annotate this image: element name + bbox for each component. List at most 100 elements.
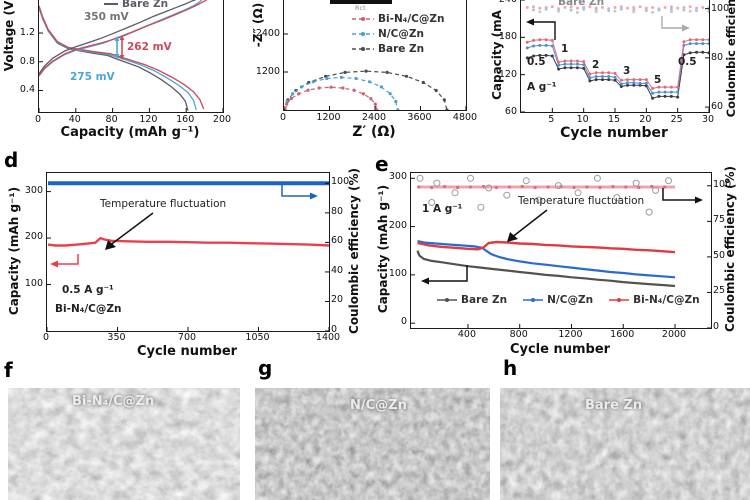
marker-nc-zn-rate [651,91,655,95]
marker-bi-n4-c-zn-nyquist [341,86,345,90]
tick-label: 1400 [315,332,341,343]
marker-ce-dots-blue [607,9,611,13]
marker-bi-n4-c-zn-rate [682,40,686,44]
marker-ce-dots-blue [695,9,698,13]
tick-label: 160 [176,114,195,125]
a-legend-bare-zn: Bare Zn [104,0,168,10]
marker-ce-dots-pink [638,5,642,9]
marker-ce-dots [494,185,498,190]
marker-nc-zn-rate [701,42,705,46]
series-bare-zn-rate [527,51,709,99]
tick-label: 25 [670,114,683,125]
marker-bare-zn-rate [676,95,680,99]
marker-ce-open-circles [428,199,436,206]
d-annotation-text: Temperature fluctuation [100,198,227,210]
tick-label: 120 [498,68,517,80]
tick-label: 180 [498,31,517,43]
marker-ce-dots-gray [688,9,692,13]
tick-label: 0 [34,114,42,125]
tick-label: 800 [509,329,528,340]
d-left-axis-label: Capacity (mAh g⁻¹) [7,186,21,316]
sem-image-nc-zn [255,388,490,500]
bi-n4-marker [352,17,374,21]
e-x-axis-label: Cycle number [509,342,611,357]
tick-label: 1200 [316,112,341,123]
tick-label: 50 [713,249,726,261]
marker-nc-zn-rate [676,90,680,94]
marker-ce-dots-pink [525,6,529,9]
marker-ce-open-circles [593,174,601,182]
gcd-voltage-capacity-chart [38,0,224,113]
marker-bi-n4-c-zn-rate [688,38,692,42]
marker-bare-zn-rate [563,66,567,70]
rate-label-0: 0.5 [527,56,546,68]
marker-bi-n4-c-zn-rate [638,78,642,82]
marker-nc-zn-rate [669,90,673,94]
series-bare-zn-discharge [39,7,189,111]
marker-nc-zn-rate [695,42,698,46]
marker-nc-zn-nyquist [368,80,372,84]
marker-ce-dots-blue [682,8,686,12]
d-sample-label: Bi-N₄/C@Zn [55,303,122,315]
marker-ce-dots-blue [569,8,573,12]
marker-bi-n4-c-zn-rate [563,59,567,63]
tick-label: 40 [331,264,344,276]
marker-bi-n4-c-zn-rate [525,40,529,44]
e-left-axis-label: Capacity (mAh g⁻¹) [376,184,390,314]
marker-bare-zn-rate [657,94,661,98]
marker-bare-zn-nyquist [434,88,438,93]
marker-bi-n4-c-zn-rate [613,71,617,75]
tick-label: 80 [105,114,118,125]
marker-ce-dots [417,185,421,189]
marker-ce-open-circles [467,174,474,182]
series-nc-zn-capacity [417,240,676,279]
d-right-axis-label: Coulombic efficiency (%) [347,168,361,334]
marker-nc-zn-rate [638,81,642,85]
marker-ce-dots [533,185,537,190]
marker-ce-dots-pink [632,6,636,9]
marker-ce-dots [598,185,602,190]
marker-ce-open-circles [522,177,530,185]
marker-nc-zn-rate [557,63,561,67]
marker-nc-zn-rate [613,75,617,79]
tick-label: 350 [107,332,126,343]
marker-ce-dots [663,185,667,189]
marker-ce-dots-pink [563,6,567,9]
marker-nc-zn-rate [601,75,604,78]
marker-bare-zn-rate [651,96,655,100]
marker-ce-dots-pink [695,6,698,10]
e-rate-label: 1 A g⁻¹ [422,203,463,215]
rate-label-5: 0.5 [678,56,697,68]
marker-bare-zn-rate [557,67,561,71]
marker-ce-dots-blue [657,8,661,12]
marker-nc-zn-rate [632,81,636,85]
marker-bi-n4-c-zn-nyquist [352,88,356,92]
tick-label: 120 [139,114,158,125]
sem-image-bi-n4-c-zn [8,388,240,500]
marker-bi-n4-c-zn-nyquist [373,102,377,106]
marker-ce-dots-pink [701,6,705,9]
tick-label: 1050 [245,332,270,343]
marker-nc-zn-nyquist [394,99,398,104]
tick-label: 300 [24,184,43,196]
b-y-axis-label: -Z″ (Ω) [251,2,265,48]
marker-nc-zn-nyquist [325,76,329,81]
marker-bare-zn-rate [695,50,698,54]
marker-ce-open-circles [503,191,511,199]
e-legend-label: Bi-N₄/C@Zn [633,294,700,306]
marker-ce-dots [585,185,589,189]
rate-label-1: 1 [561,43,569,55]
marker-bi-n4-c-zn-rate [582,60,586,64]
marker-bi-n4-c-zn-rate [550,38,554,42]
marker-bi-n4-c-zn-nyquist [375,108,379,110]
marker-nc-zn-nyquist [379,85,383,89]
marker-nc-zn-rate [544,43,548,47]
marker-bi-n4-c-zn-nyquist [297,92,301,96]
marker-bare-zn-rate [669,94,673,98]
e-legend-item-bi-n4: Bi-N₄/C@Zn [609,294,700,306]
tick-label: 100 [711,2,730,14]
tick-label: 40 [68,114,81,125]
marker-ce-dots-gray [557,9,561,13]
marker-bare-zn-rate [575,66,579,70]
panel-letter-h: h [503,356,518,380]
